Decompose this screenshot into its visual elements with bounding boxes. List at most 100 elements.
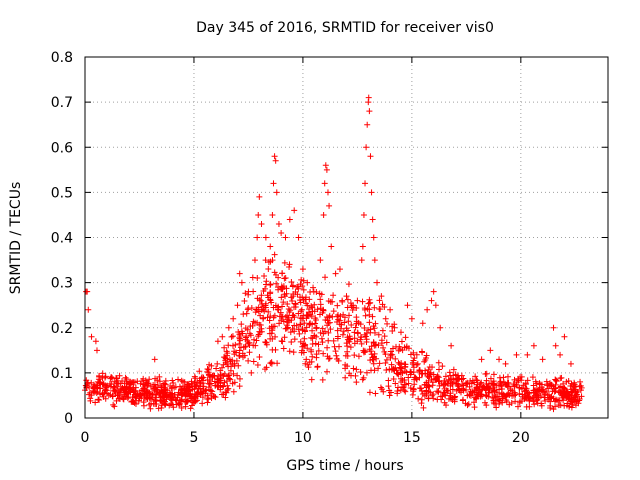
data-point [152,385,159,392]
data-point [334,335,341,342]
data-point [222,355,229,362]
data-point [275,220,282,227]
data-point [288,294,295,301]
data-point [223,378,230,385]
data-point [247,332,254,339]
data-point [421,358,428,365]
data-point [398,338,405,345]
data-point [416,368,423,375]
data-point [104,382,111,389]
data-point [323,166,330,173]
data-point [552,342,559,349]
data-point [290,312,297,319]
data-point [155,405,162,412]
data-point [392,355,399,362]
data-point [224,360,231,367]
data-point [530,342,537,349]
data-point [329,313,336,320]
data-point [359,243,366,250]
data-point [444,380,451,387]
data-point [548,381,555,388]
data-point [330,308,337,315]
y-tick-label: 0.5 [51,185,73,201]
data-point [360,211,367,218]
data-point [307,311,314,318]
x-tick-label: 0 [81,430,90,446]
data-point [425,395,432,402]
data-point [326,355,333,362]
data-point [255,211,262,218]
data-point [225,324,232,331]
data-point [383,367,390,374]
data-point [251,336,258,343]
data-point [499,393,506,400]
data-point [286,264,293,271]
data-point [278,337,285,344]
data-point [132,387,139,394]
data-point [545,385,552,392]
data-point [308,334,315,341]
data-point [382,359,389,366]
data-point [319,325,326,332]
data-point [514,403,521,410]
data-point [86,389,93,396]
data-point [342,352,349,359]
data-point [191,394,198,401]
data-point [313,324,320,331]
data-point [550,324,557,331]
data-point [283,285,290,292]
data-point [225,342,232,349]
data-point [236,347,243,354]
data-point [266,317,273,324]
data-point [439,393,446,400]
data-point [464,379,471,386]
data-point [375,342,382,349]
data-point [240,354,247,361]
x-tick-label: 20 [512,430,530,446]
data-point [366,296,373,303]
data-point [234,302,241,309]
data-point [361,325,368,332]
data-point [530,387,537,394]
data-point [405,380,412,387]
data-point [519,391,526,398]
data-point [197,380,204,387]
data-point [283,325,290,332]
data-point [284,301,291,308]
data-point [161,380,168,387]
data-point [539,356,546,363]
data-point [366,389,373,396]
data-point [510,392,517,399]
data-point [453,387,460,394]
data-point [344,348,351,355]
data-point [361,305,368,312]
data-point [439,363,446,370]
data-point [425,374,432,381]
data-point [362,180,369,187]
data-point [499,386,506,393]
data-point [340,328,347,335]
data-point [144,389,151,396]
x-tick-labels: 0 5 10 15 20 [81,430,530,446]
data-point [291,336,298,343]
data-point [407,368,414,375]
data-point [95,396,102,403]
data-point [341,314,348,321]
data-point [221,344,228,351]
data-point [522,380,529,387]
data-point [335,357,342,364]
data-point [341,319,348,326]
data-point [320,307,327,314]
data-point [402,334,409,341]
data-point [452,393,459,400]
data-point [320,350,327,357]
data-point [138,394,145,401]
data-point [242,290,249,297]
data-point [279,338,286,345]
data-point [324,317,331,324]
data-point [388,366,395,373]
data-point [178,404,185,411]
data-point [281,334,288,341]
data-point [161,400,168,407]
data-point [557,351,564,358]
